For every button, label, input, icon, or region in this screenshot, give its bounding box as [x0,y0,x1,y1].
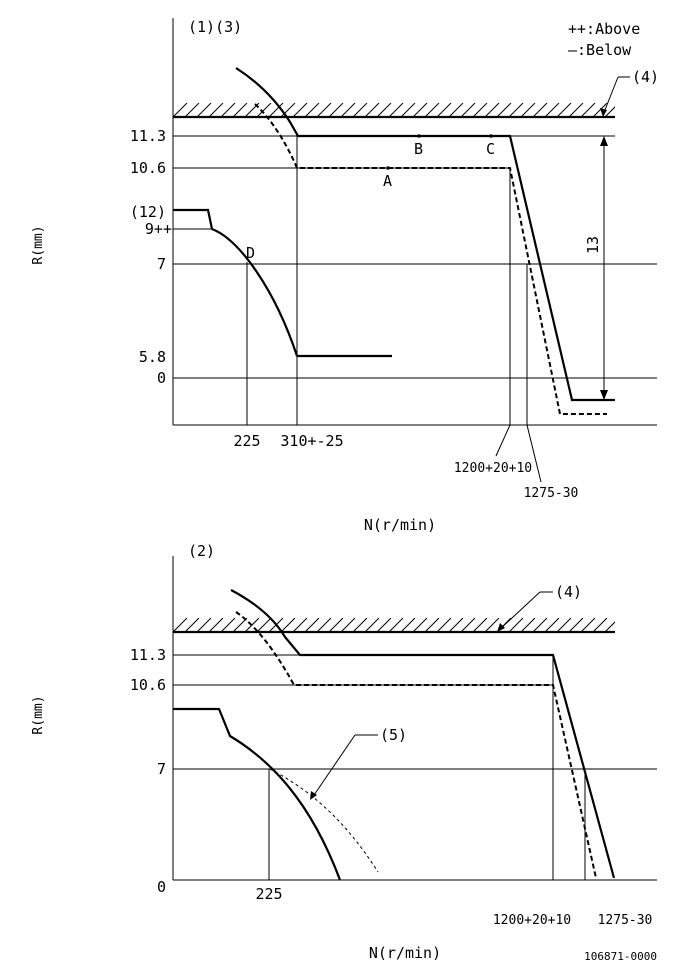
bottom-y-tick-10-6: 10.6 [130,676,166,694]
top-y-tick-7: 7 [157,255,166,273]
top-point-c-marker [489,134,493,138]
top-y-axis-label: R(mm) [31,225,46,264]
bottom-y-tick-0: 0 [157,878,166,896]
top-dimension-value: 13 [584,236,602,254]
top-x-tick-1200: 1200+20+10 [454,461,532,476]
top-min-curve [254,103,607,415]
top-y-tick-11-3: 11.3 [130,127,166,145]
top-point-a: A [383,172,392,190]
bottom-x-axis-label: N(r/min) [369,944,441,962]
top-idle-curve [173,208,299,357]
top-ref-4-leader-diag [602,76,619,116]
legend-below: —:Below [568,41,632,59]
top-x-tick-225: 225 [233,432,260,450]
top-leader-1200 [495,424,511,457]
top-x-axis-label: N(r/min) [364,516,436,534]
top-ref-4-arrowhead [600,108,607,117]
top-dimension-arrow-bottom [600,390,608,400]
legend-above: ++:Above [568,20,640,38]
bottom-ref-5-arrowhead [310,791,317,800]
bottom-y-axis-label: R(mm) [31,695,46,734]
top-max-curve [235,67,615,402]
bottom-ref-5-leader-diag [311,734,356,799]
top-y-tick-10-6: 10.6 [130,159,166,177]
top-x-tick-1275: 1275-30 [524,486,579,501]
top-dimension-arrow-top [600,136,608,146]
top-point-c: C [486,140,495,158]
top-ref-4: (4) [632,68,659,86]
top-panel-label: (1)(3) [188,18,242,36]
top-chart: (1)(3) R(mm) N(r/min) [31,18,659,534]
bottom-idle-curve [173,707,342,881]
top-y-tick-0: 0 [157,369,166,387]
bottom-y-tick-11-3: 11.3 [130,646,166,664]
bottom-x-tick-1200: 1200+20+10 [493,913,571,928]
top-leader-1275 [526,424,542,483]
bottom-ref-4-arrowhead [497,623,505,632]
bottom-stopper-hatch [173,618,615,632]
bottom-ref-5: (5) [380,726,407,744]
bottom-panel-label: (2) [188,542,215,560]
top-point-d: D [246,244,255,262]
bottom-max-curve [230,589,616,879]
bottom-x-tick-225: 225 [255,885,282,903]
bottom-y-tick-7: 7 [157,760,166,778]
top-point-a-marker [386,166,390,170]
bottom-min-curve [235,611,597,879]
top-stopper-hatch [173,103,615,117]
drawing-number: 106871-0000 [584,950,657,963]
bottom-x-tick-1275: 1275-30 [598,913,653,928]
top-y-tick-5-8: 5.8 [139,348,166,366]
top-ref-12: (12) [130,203,166,221]
top-y-tick-9: 9++ [145,220,172,238]
top-point-b: B [414,140,423,158]
bottom-ref-4-leader-diag [498,591,541,631]
top-point-b-marker [417,134,421,138]
bottom-ref-4: (4) [555,583,582,601]
bottom-chart: (2) R(mm) N(r/min) (4) [31,542,657,962]
top-x-tick-310: 310+-25 [280,432,343,450]
